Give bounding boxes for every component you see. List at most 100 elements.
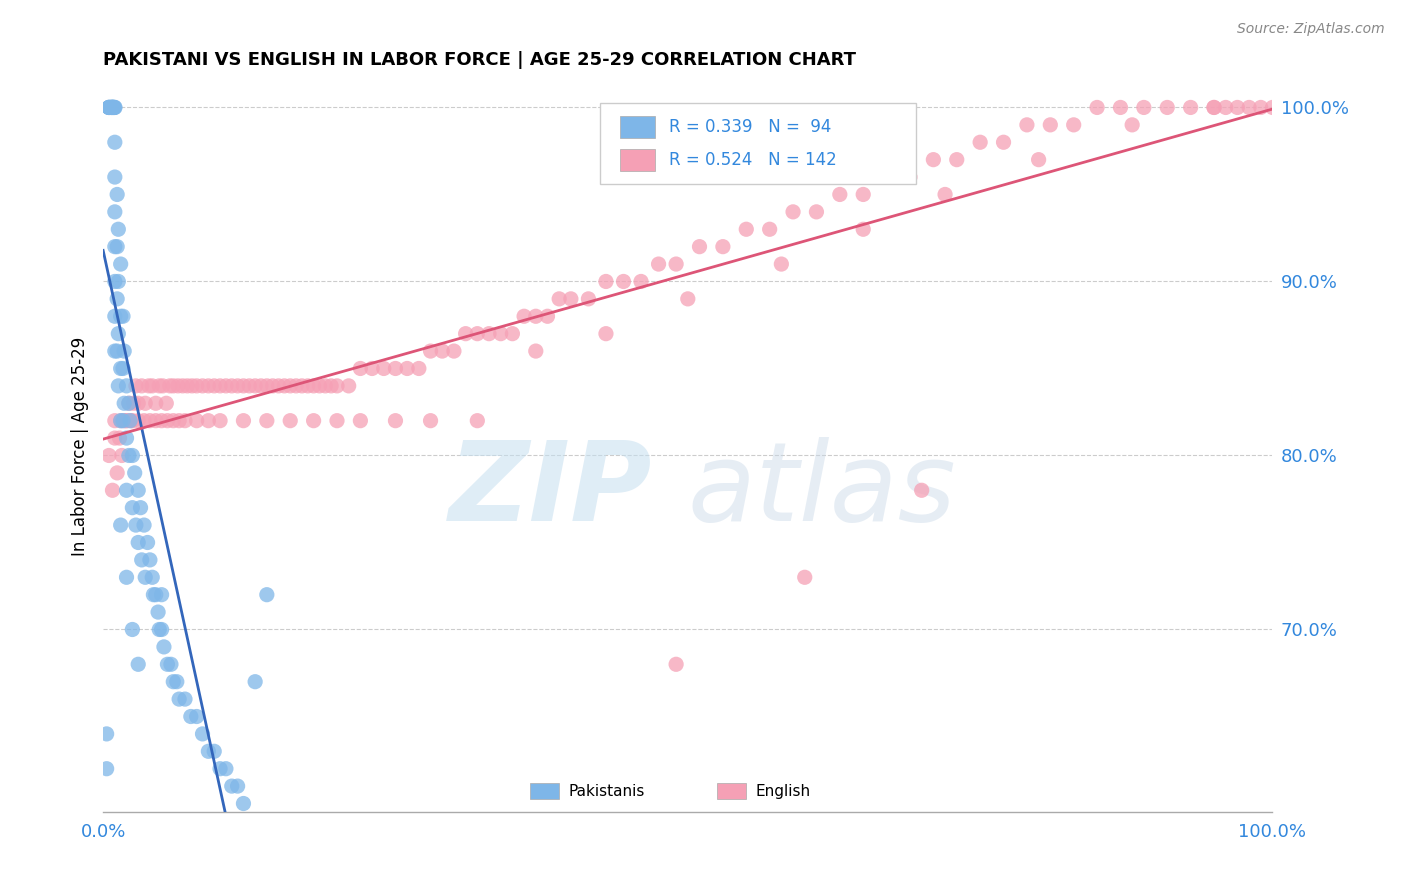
Point [337,379,360,393]
Point [152,379,174,393]
Point [162,674,184,689]
Point [524,310,547,324]
Point [770,257,793,271]
Point [501,326,523,341]
Point [107,326,129,341]
Point [221,379,243,393]
Text: atlas: atlas [688,437,956,544]
Point [536,310,558,324]
Point [118,449,141,463]
Point [148,623,170,637]
Point [160,657,183,672]
Point [98,100,121,114]
Point [513,310,536,324]
Point [396,361,419,376]
Point [243,379,266,393]
Point [1237,100,1260,114]
Point [104,431,127,445]
Point [141,570,163,584]
Point [209,414,232,428]
Point [454,326,477,341]
Point [103,100,125,114]
Point [139,553,162,567]
Point [326,379,349,393]
Point [150,588,173,602]
Point [174,414,197,428]
Point [103,100,125,114]
Point [104,275,127,289]
Point [1202,100,1225,114]
Text: ZIP: ZIP [450,437,652,544]
Point [104,310,127,324]
Text: Source: ZipAtlas.com: Source: ZipAtlas.com [1237,22,1385,37]
Point [125,518,148,533]
Point [110,257,132,271]
Point [134,396,156,410]
Point [110,414,132,428]
Point [105,240,128,254]
Point [232,797,254,811]
Point [121,500,143,515]
Point [181,379,204,393]
Point [115,570,138,584]
Point [945,153,967,167]
Point [98,449,121,463]
Point [146,605,169,619]
Point [96,762,118,776]
Point [758,222,780,236]
Point [361,361,384,376]
Point [238,379,260,393]
Point [111,414,134,428]
Point [326,414,349,428]
Point [419,414,441,428]
Point [167,692,190,706]
Point [578,292,600,306]
Point [124,466,146,480]
Point [314,379,336,393]
Point [104,240,127,254]
Point [478,326,501,341]
Point [101,100,124,114]
Point [118,414,141,428]
Point [560,292,582,306]
Point [100,100,122,114]
Point [1109,100,1132,114]
Point [159,379,181,393]
Point [291,379,314,393]
Point [243,674,266,689]
Point [101,100,124,114]
Point [922,153,945,167]
Point [112,344,135,359]
Point [384,414,406,428]
Point [735,222,758,236]
Point [118,396,141,410]
Point [408,361,430,376]
Point [153,640,176,654]
Point [548,292,571,306]
Point [665,657,688,672]
Point [202,379,225,393]
Point [98,100,121,114]
Point [612,275,634,289]
Point [115,414,138,428]
Point [132,518,155,533]
Point [167,414,190,428]
Y-axis label: In Labor Force | Age 25-29: In Labor Force | Age 25-29 [72,337,89,557]
Point [103,100,125,114]
FancyBboxPatch shape [717,783,747,799]
Point [134,570,156,584]
Point [898,169,921,184]
Point [129,500,152,515]
Point [127,414,149,428]
Point [209,379,232,393]
Point [349,414,371,428]
Point [226,779,249,793]
Point [256,588,278,602]
Point [104,414,127,428]
Point [138,379,160,393]
Point [221,779,243,793]
Point [148,379,170,393]
Point [1180,100,1202,114]
Point [197,744,219,758]
Point [1085,100,1108,114]
